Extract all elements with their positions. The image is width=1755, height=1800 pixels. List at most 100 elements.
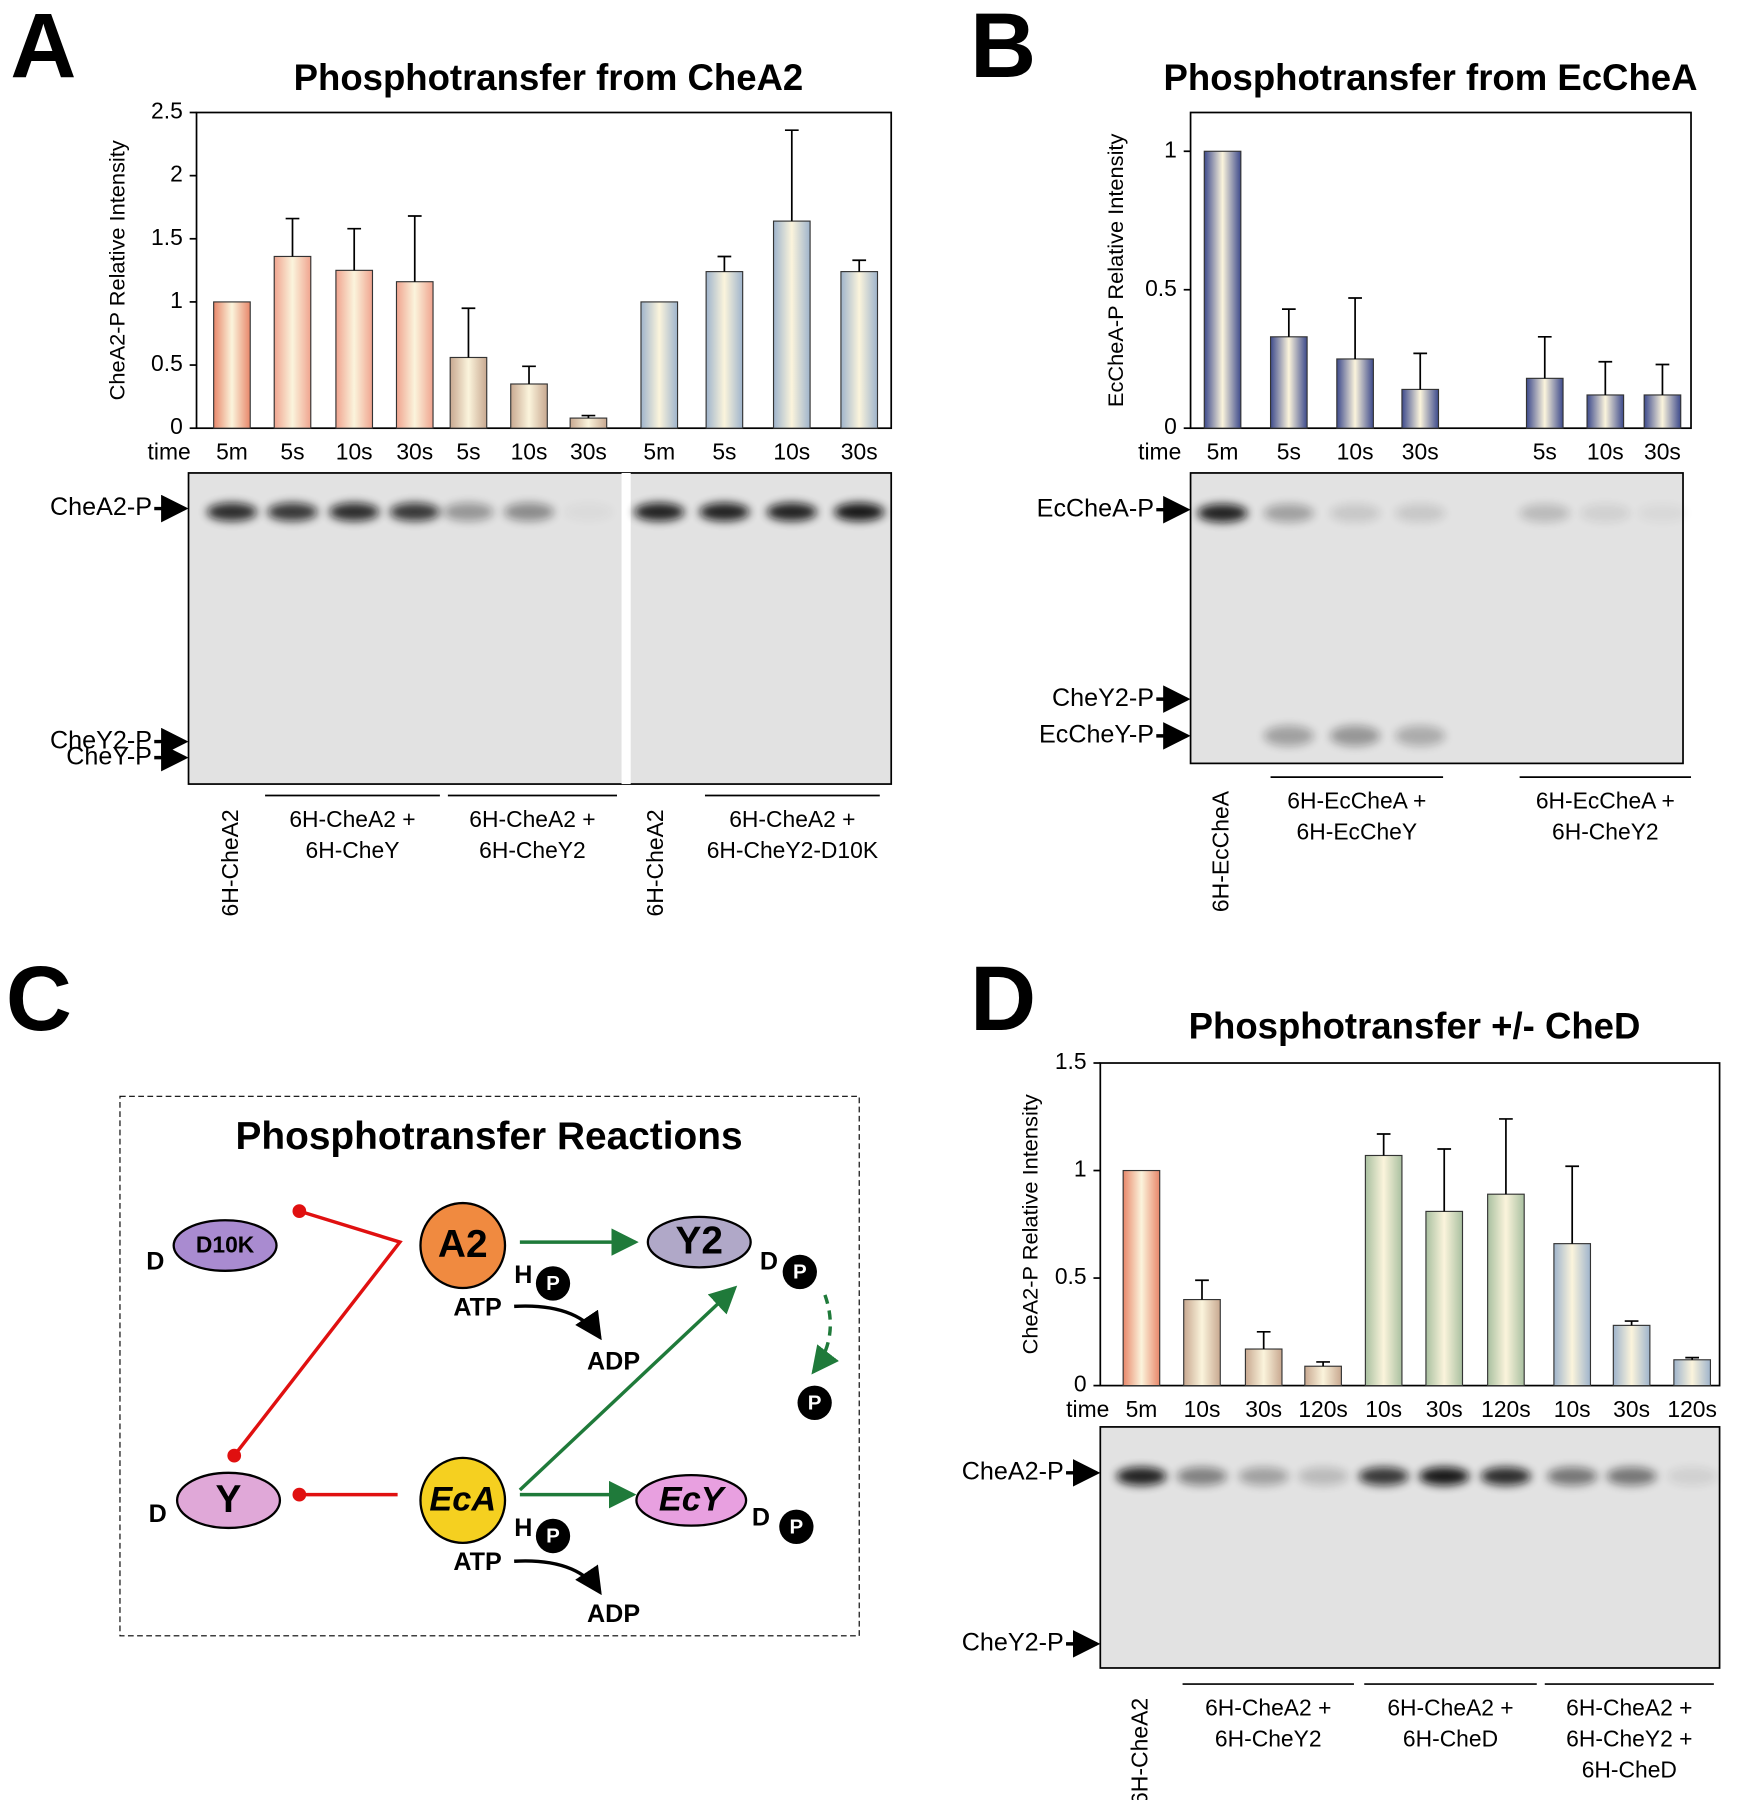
- gel-split: [621, 472, 631, 785]
- node: [172, 1219, 278, 1272]
- bar: [510, 383, 548, 429]
- y-tick-label: 1: [1074, 1156, 1087, 1182]
- error-bar: [1413, 352, 1428, 390]
- x-tick-label: 30s: [1613, 1396, 1650, 1422]
- node-label: Y2: [676, 1219, 723, 1262]
- x-tick-label: 120s: [1298, 1396, 1348, 1422]
- gel-band: [267, 502, 318, 522]
- lane-label: 6H-CheD: [1582, 1756, 1677, 1782]
- bar: [1586, 394, 1625, 429]
- bar: [1643, 394, 1682, 429]
- panel-letter: B: [970, 0, 1036, 97]
- y-tick-label: 2.5: [151, 98, 183, 124]
- gel-band: [1358, 1467, 1409, 1486]
- y-tick-label: 1.5: [1055, 1048, 1087, 1074]
- node-label: EcA: [429, 1481, 496, 1519]
- y-axis-label: CheA2-P Relative Intensity: [105, 140, 130, 400]
- atp: ATP: [453, 1293, 501, 1321]
- node: [419, 1456, 507, 1545]
- bar: [449, 356, 488, 429]
- y-tick-label: 0: [1164, 413, 1177, 439]
- phospho: P: [546, 1525, 560, 1548]
- y-tick-label: 0.5: [151, 350, 183, 376]
- x-tick-label: 120s: [1667, 1396, 1717, 1422]
- gel-label: EcCheA-P: [1037, 494, 1154, 522]
- lane-label: 6H-CheA2: [642, 809, 668, 916]
- plot-frame: [1189, 111, 1692, 430]
- gel-band: [1329, 725, 1381, 747]
- gel-band: [206, 502, 258, 522]
- error-bar: [852, 259, 867, 272]
- lane-label: 6H-EcCheA: [1208, 790, 1234, 912]
- x-tick-label: 10s: [773, 438, 810, 464]
- error-bar: [1437, 1148, 1452, 1212]
- lane-label: 6H-CheY2: [1215, 1725, 1322, 1751]
- x-tick-label: 5s: [1533, 438, 1557, 464]
- lane-label: 6H-CheA2 +: [1387, 1694, 1513, 1720]
- bar: [1304, 1365, 1342, 1387]
- gel-label: CheY-P: [66, 742, 152, 770]
- error-bar: [1281, 308, 1296, 337]
- bar: [1612, 1324, 1651, 1387]
- adp: ADP: [587, 1347, 640, 1375]
- node: [175, 1471, 282, 1530]
- gel-band: [1580, 503, 1631, 523]
- x-tick-label: 5s: [712, 438, 736, 464]
- bar: [1269, 336, 1308, 429]
- transfer-arrows: [518, 1228, 839, 1509]
- x-tick-label: 120s: [1481, 1396, 1531, 1422]
- gel-band: [1263, 503, 1314, 523]
- bar: [1203, 150, 1242, 429]
- error-bar: [1565, 1165, 1580, 1244]
- inhibition-lines: [232, 1209, 403, 1497]
- bar: [640, 301, 679, 429]
- gel-label: CheA2-P: [962, 1457, 1064, 1485]
- y-tick-label: 2: [170, 161, 183, 187]
- gel-band: [329, 502, 380, 522]
- error-bar: [581, 414, 596, 419]
- y-tick-label: 0: [170, 413, 183, 439]
- y-tick-label: 1: [170, 287, 183, 313]
- error-bar: [784, 129, 799, 222]
- lane-label: 6H-EcCheA +: [1287, 787, 1426, 813]
- lane-label: 6H-CheA2 +: [1566, 1694, 1692, 1720]
- x-tick-label: 5s: [456, 438, 480, 464]
- gel-band: [1197, 503, 1248, 523]
- bar: [1122, 1169, 1161, 1387]
- gel-band: [1667, 1467, 1718, 1486]
- bar: [335, 269, 374, 429]
- gel-band: [1480, 1467, 1532, 1486]
- lane-label: 6H-CheY2: [479, 837, 586, 863]
- node-label: Y: [216, 1478, 242, 1521]
- x-tick-label: 30s: [1402, 438, 1439, 464]
- y-tick-label: 0.5: [1055, 1263, 1087, 1289]
- bar: [705, 271, 744, 429]
- gel-label: CheY2-P: [1052, 684, 1154, 712]
- bar: [213, 301, 251, 429]
- residue: H: [514, 1261, 532, 1289]
- lane-label: 6H-CheY2 +: [1566, 1725, 1692, 1751]
- y-tick-label: 0.5: [1145, 275, 1177, 301]
- gel-band: [1637, 503, 1688, 523]
- node: [646, 1215, 752, 1269]
- lane-label: 6H-CheY: [306, 837, 400, 863]
- residue: H: [514, 1514, 532, 1542]
- gel-label: CheY2-P: [962, 1628, 1064, 1656]
- error-bar: [407, 215, 422, 282]
- lane-label: 6H-CheA2 +: [289, 806, 415, 832]
- atp: ATP: [453, 1548, 501, 1576]
- x-tick-label: 30s: [570, 438, 607, 464]
- bar: [1487, 1193, 1525, 1387]
- lane-label: 6H-CheA2 +: [469, 806, 595, 832]
- x-tick-label: 5m: [216, 438, 248, 464]
- error-bar: [1598, 360, 1613, 395]
- bar: [1183, 1298, 1221, 1387]
- x-tick-label: 10s: [511, 438, 548, 464]
- chart-title: Phosphotransfer from CheA2: [294, 57, 804, 98]
- lane-label: 6H-CheY2: [1552, 818, 1659, 844]
- phospho: P: [790, 1515, 804, 1538]
- x-tick-label: 30s: [1245, 1396, 1282, 1422]
- gel: [187, 472, 893, 785]
- y-axis-label: CheA2-P Relative Intensity: [1018, 1094, 1043, 1354]
- lane-label: 6H-EcCheY: [1297, 818, 1418, 844]
